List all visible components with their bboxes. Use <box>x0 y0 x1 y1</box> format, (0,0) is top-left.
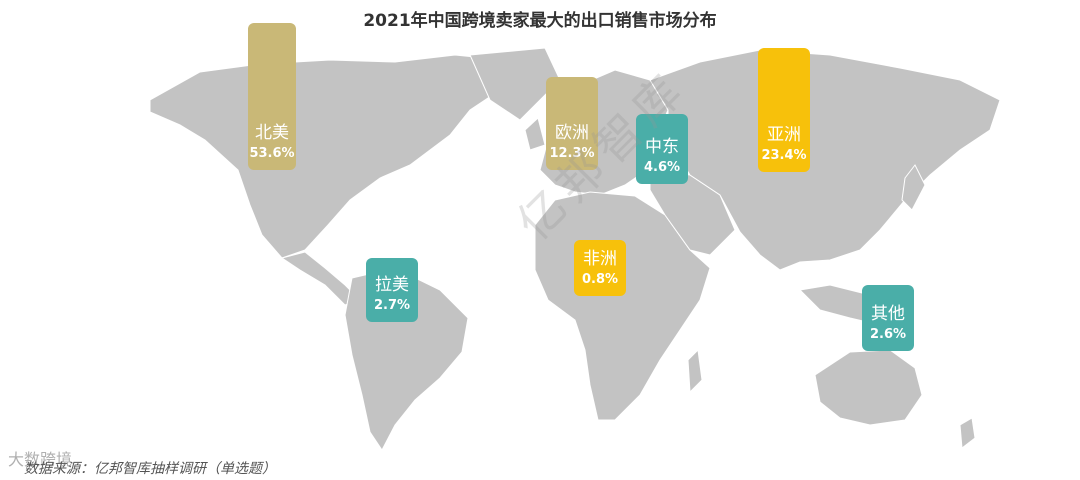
region-name-label: 拉美 <box>375 275 409 295</box>
region-value-label: 12.3% <box>549 146 594 161</box>
region-badge: 其他 2.6% <box>862 285 914 351</box>
region-value-label: 4.6% <box>644 160 680 175</box>
region-value-label: 0.8% <box>582 272 618 287</box>
region-badge-bar <box>574 240 626 296</box>
land-uk <box>524 117 546 151</box>
region-badge: 中东 4.6% <box>636 114 688 184</box>
land-new-zealand <box>959 417 976 449</box>
region-name-label: 北美 <box>255 123 289 143</box>
region-badge-bar <box>862 285 914 351</box>
region-badge-bar <box>758 48 810 172</box>
region-badge: 亚洲 23.4% <box>758 48 810 172</box>
region-badge: 非洲 0.8% <box>574 240 626 296</box>
region-value-label: 23.4% <box>761 148 806 163</box>
land-north-america <box>149 54 506 259</box>
region-name-label: 其他 <box>871 304 905 324</box>
region-badge-bar <box>636 114 688 184</box>
land-asia <box>649 49 1001 271</box>
land-japan <box>901 164 926 211</box>
land-australia <box>814 349 923 426</box>
land-madagascar <box>687 348 703 394</box>
region-badge: 北美 53.6% <box>248 23 296 170</box>
land-greenland <box>469 47 561 121</box>
data-source-note: 数据来源：亿邦智库抽样调研（单选题） <box>24 461 276 477</box>
region-badge-bar <box>248 23 296 170</box>
region-badge: 欧洲 12.3% <box>546 77 598 170</box>
region-name-label: 欧洲 <box>555 123 589 143</box>
region-badge-bar <box>366 258 418 322</box>
region-value-label: 2.6% <box>870 327 906 342</box>
chart-title: 2021年中国跨境卖家最大的出口销售市场分布 <box>363 11 717 31</box>
region-name-label: 亚洲 <box>767 125 801 145</box>
region-value-label: 2.7% <box>374 298 410 313</box>
region-name-label: 中东 <box>645 137 679 157</box>
region-badge: 拉美 2.7% <box>366 258 418 322</box>
region-value-label: 53.6% <box>249 146 294 161</box>
brand-logo: 大数跨境 <box>8 450 73 469</box>
region-name-label: 非洲 <box>583 249 617 269</box>
region-badge-bar <box>546 77 598 170</box>
